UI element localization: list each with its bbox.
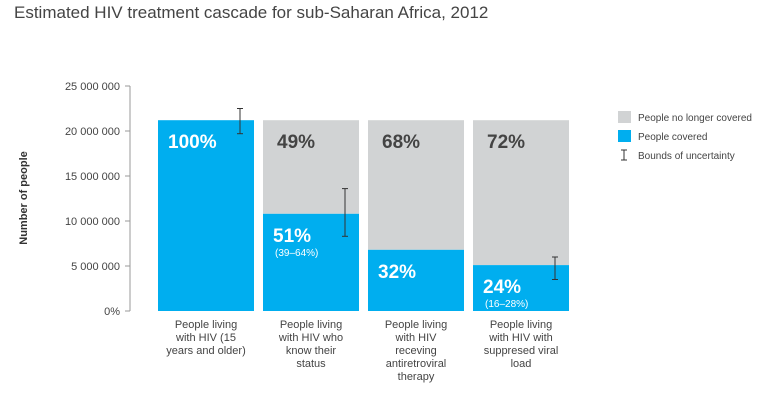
category-label: suppresed viral [484, 345, 559, 357]
bar-covered [473, 265, 569, 311]
category-label: with HIV with [488, 332, 553, 344]
legend-swatch-covered [618, 130, 631, 142]
not-covered-pct-label: 49% [277, 132, 315, 153]
y-tick-label: 20 000 000 [65, 126, 120, 138]
bar-covered [158, 120, 254, 311]
not-covered-pct-label: 72% [487, 132, 525, 153]
bar-not-covered [263, 120, 359, 214]
category-label: with HIV (15 [175, 332, 236, 344]
covered-pct-label: 24% [483, 277, 521, 298]
category-label: therapy [398, 371, 435, 383]
category-label: years and older) [166, 345, 246, 357]
not-covered-pct-label: 68% [382, 132, 420, 153]
y-tick-label: 25 000 000 [65, 81, 120, 93]
y-tick-label: 15 000 000 [65, 171, 120, 183]
legend-swatch-not-covered [618, 111, 631, 123]
uncertainty-range-label: (16–28%) [485, 299, 528, 310]
category-label: know their [286, 345, 336, 357]
legend-label-covered: People covered [638, 132, 708, 143]
category-label: People living [175, 319, 237, 331]
category-label: antiretroviral [386, 358, 447, 370]
category-label: with HIV who [278, 332, 343, 344]
category-label: load [511, 358, 532, 370]
y-axis-label: Number of people [18, 151, 30, 245]
category-label: People living [280, 319, 342, 331]
chart-title: Estimated HIV treatment cascade for sub-… [14, 3, 489, 22]
bar-not-covered [368, 120, 464, 250]
uncertainty-range-label: (39–64%) [275, 248, 318, 259]
bar-covered [263, 213, 359, 311]
category-label: People living [385, 319, 447, 331]
bar-covered [368, 249, 464, 311]
category-label: status [296, 358, 326, 370]
covered-pct-label: 51% [273, 226, 311, 247]
y-tick-label: 10 000 000 [65, 216, 120, 228]
y-tick-label: 0% [104, 306, 120, 318]
category-label: People living [490, 319, 552, 331]
y-tick-label: 5 000 000 [71, 261, 120, 273]
covered-pct-label: 100% [168, 132, 217, 153]
legend-label-uncertainty: Bounds of uncertainty [638, 151, 735, 162]
legend-label-not-covered: People no longer covered [638, 113, 752, 124]
category-label: receving [395, 345, 437, 357]
covered-pct-label: 32% [378, 262, 416, 283]
bar-not-covered [473, 120, 569, 266]
category-label: with HIV [395, 332, 438, 344]
